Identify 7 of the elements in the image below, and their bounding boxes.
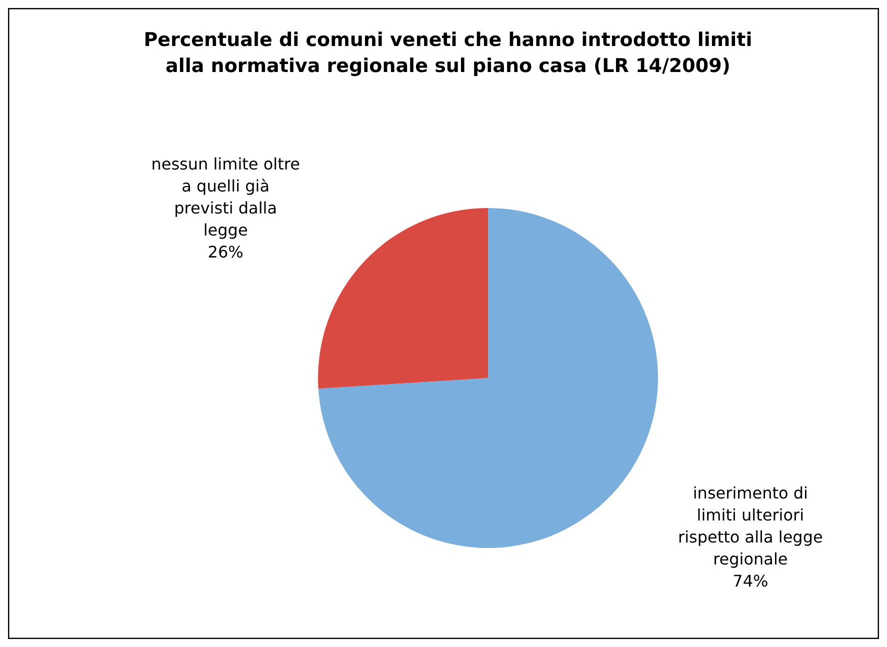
data-label: 74%	[732, 571, 768, 590]
slice-label: nessun limite oltre a quelli già previsti dalla legge	[151, 154, 300, 240]
pie-slice	[318, 208, 658, 548]
pie-slice	[318, 208, 488, 389]
chart-title: Percentuale di comuni veneti che hanno introdotto limiti alla normativa regionale sul piano casa (LR 14/2009)	[144, 29, 752, 77]
data-label: 26%	[208, 242, 244, 262]
slice-label: inserimento di limiti ulteriori rispetto alla legge regionale	[678, 483, 823, 568]
